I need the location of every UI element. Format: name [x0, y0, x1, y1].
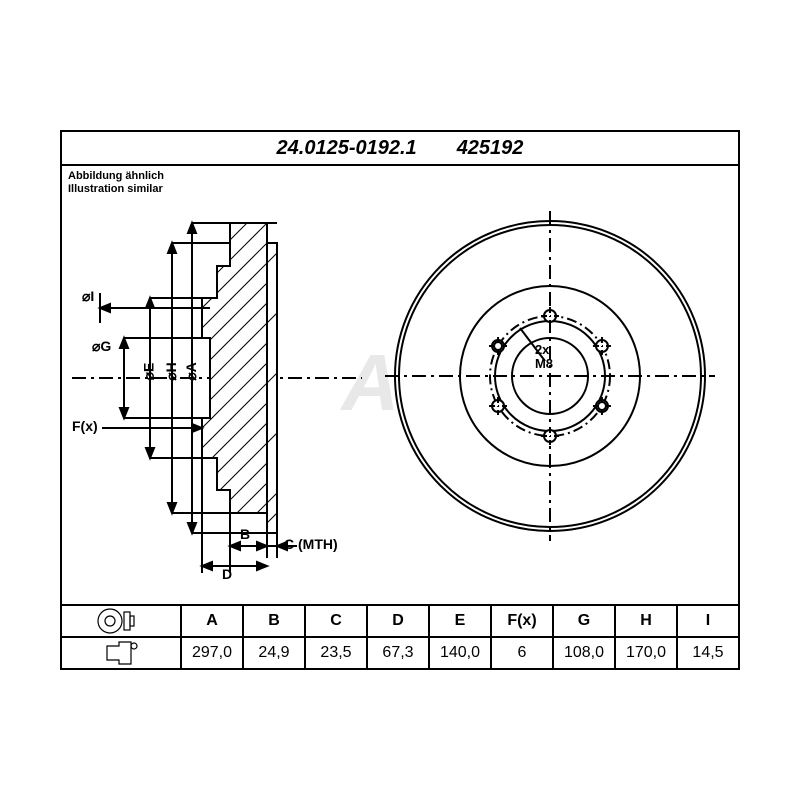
col-C: C23,5: [306, 606, 368, 668]
label-diam-A: ⌀A: [183, 362, 200, 381]
header-bar: 24.0125-0192.1 425192: [62, 132, 738, 166]
col-B: B24,9: [244, 606, 306, 668]
fitting-icon: [101, 640, 141, 666]
rotor-icon: [96, 608, 146, 634]
short-code: 425192: [457, 137, 524, 160]
col-value: 297,0: [182, 638, 242, 668]
part-number: 24.0125-0192.1: [277, 137, 417, 160]
col-header: G: [554, 606, 614, 638]
label-diam-H: ⌀H: [163, 362, 180, 381]
fitting-icon-cell: [62, 638, 180, 668]
label-bolt: 2x M8: [535, 343, 553, 370]
col-value: 67,3: [368, 638, 428, 668]
col-I: I14,5: [678, 606, 738, 668]
side-view-svg: [62, 168, 372, 588]
col-value: 170,0: [616, 638, 676, 668]
col-F(x): F(x)6: [492, 606, 554, 668]
data-columns: A297,0B24,9C23,5D67,3E140,0F(x)6G108,0H1…: [182, 606, 738, 668]
drawing-frame: 24.0125-0192.1 425192 Abbildung ähnlich …: [60, 130, 740, 670]
rotor-icon-cell: [62, 606, 180, 638]
col-H: H170,0: [616, 606, 678, 668]
col-header: I: [678, 606, 738, 638]
col-value: 6: [492, 638, 552, 668]
label-diam-E: ⌀E: [140, 363, 157, 381]
col-header: C: [306, 606, 366, 638]
col-value: 14,5: [678, 638, 738, 668]
col-D: D67,3: [368, 606, 430, 668]
drawing-area: Ate: [62, 168, 738, 598]
col-E: E140,0: [430, 606, 492, 668]
col-header: E: [430, 606, 490, 638]
label-B: B: [240, 526, 250, 542]
col-header: F(x): [492, 606, 552, 638]
col-value: 108,0: [554, 638, 614, 668]
col-value: 23,5: [306, 638, 366, 668]
label-diam-I: ⌀I: [82, 288, 94, 305]
col-G: G108,0: [554, 606, 616, 668]
col-A: A297,0: [182, 606, 244, 668]
label-C: C (MTH): [284, 536, 338, 552]
front-view-svg: [370, 196, 730, 556]
label-D: D: [222, 566, 232, 582]
col-value: 24,9: [244, 638, 304, 668]
col-value: 140,0: [430, 638, 490, 668]
icon-column: [62, 606, 182, 668]
col-header: A: [182, 606, 242, 638]
col-header: H: [616, 606, 676, 638]
spec-table: A297,0B24,9C23,5D67,3E140,0F(x)6G108,0H1…: [62, 604, 738, 668]
col-header: B: [244, 606, 304, 638]
label-diam-G: ⌀G: [92, 338, 111, 355]
label-Fx: F(x): [72, 418, 98, 434]
col-header: D: [368, 606, 428, 638]
